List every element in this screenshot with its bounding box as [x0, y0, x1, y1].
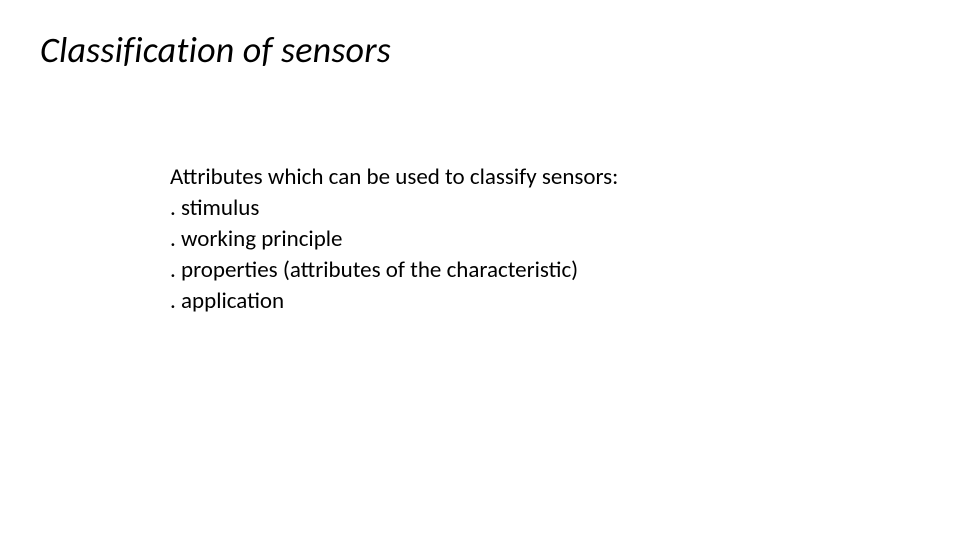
slide-title: Classification of sensors [40, 28, 920, 72]
slide-content: Attributes which can be used to classify… [170, 162, 920, 317]
list-item: . working principle [170, 224, 920, 255]
list-item: . application [170, 286, 920, 317]
list-item: . properties (attributes of the characte… [170, 255, 920, 286]
list-item: . stimulus [170, 193, 920, 224]
slide-container: Classification of sensors Attributes whi… [0, 0, 960, 540]
intro-text: Attributes which can be used to classify… [170, 162, 920, 193]
